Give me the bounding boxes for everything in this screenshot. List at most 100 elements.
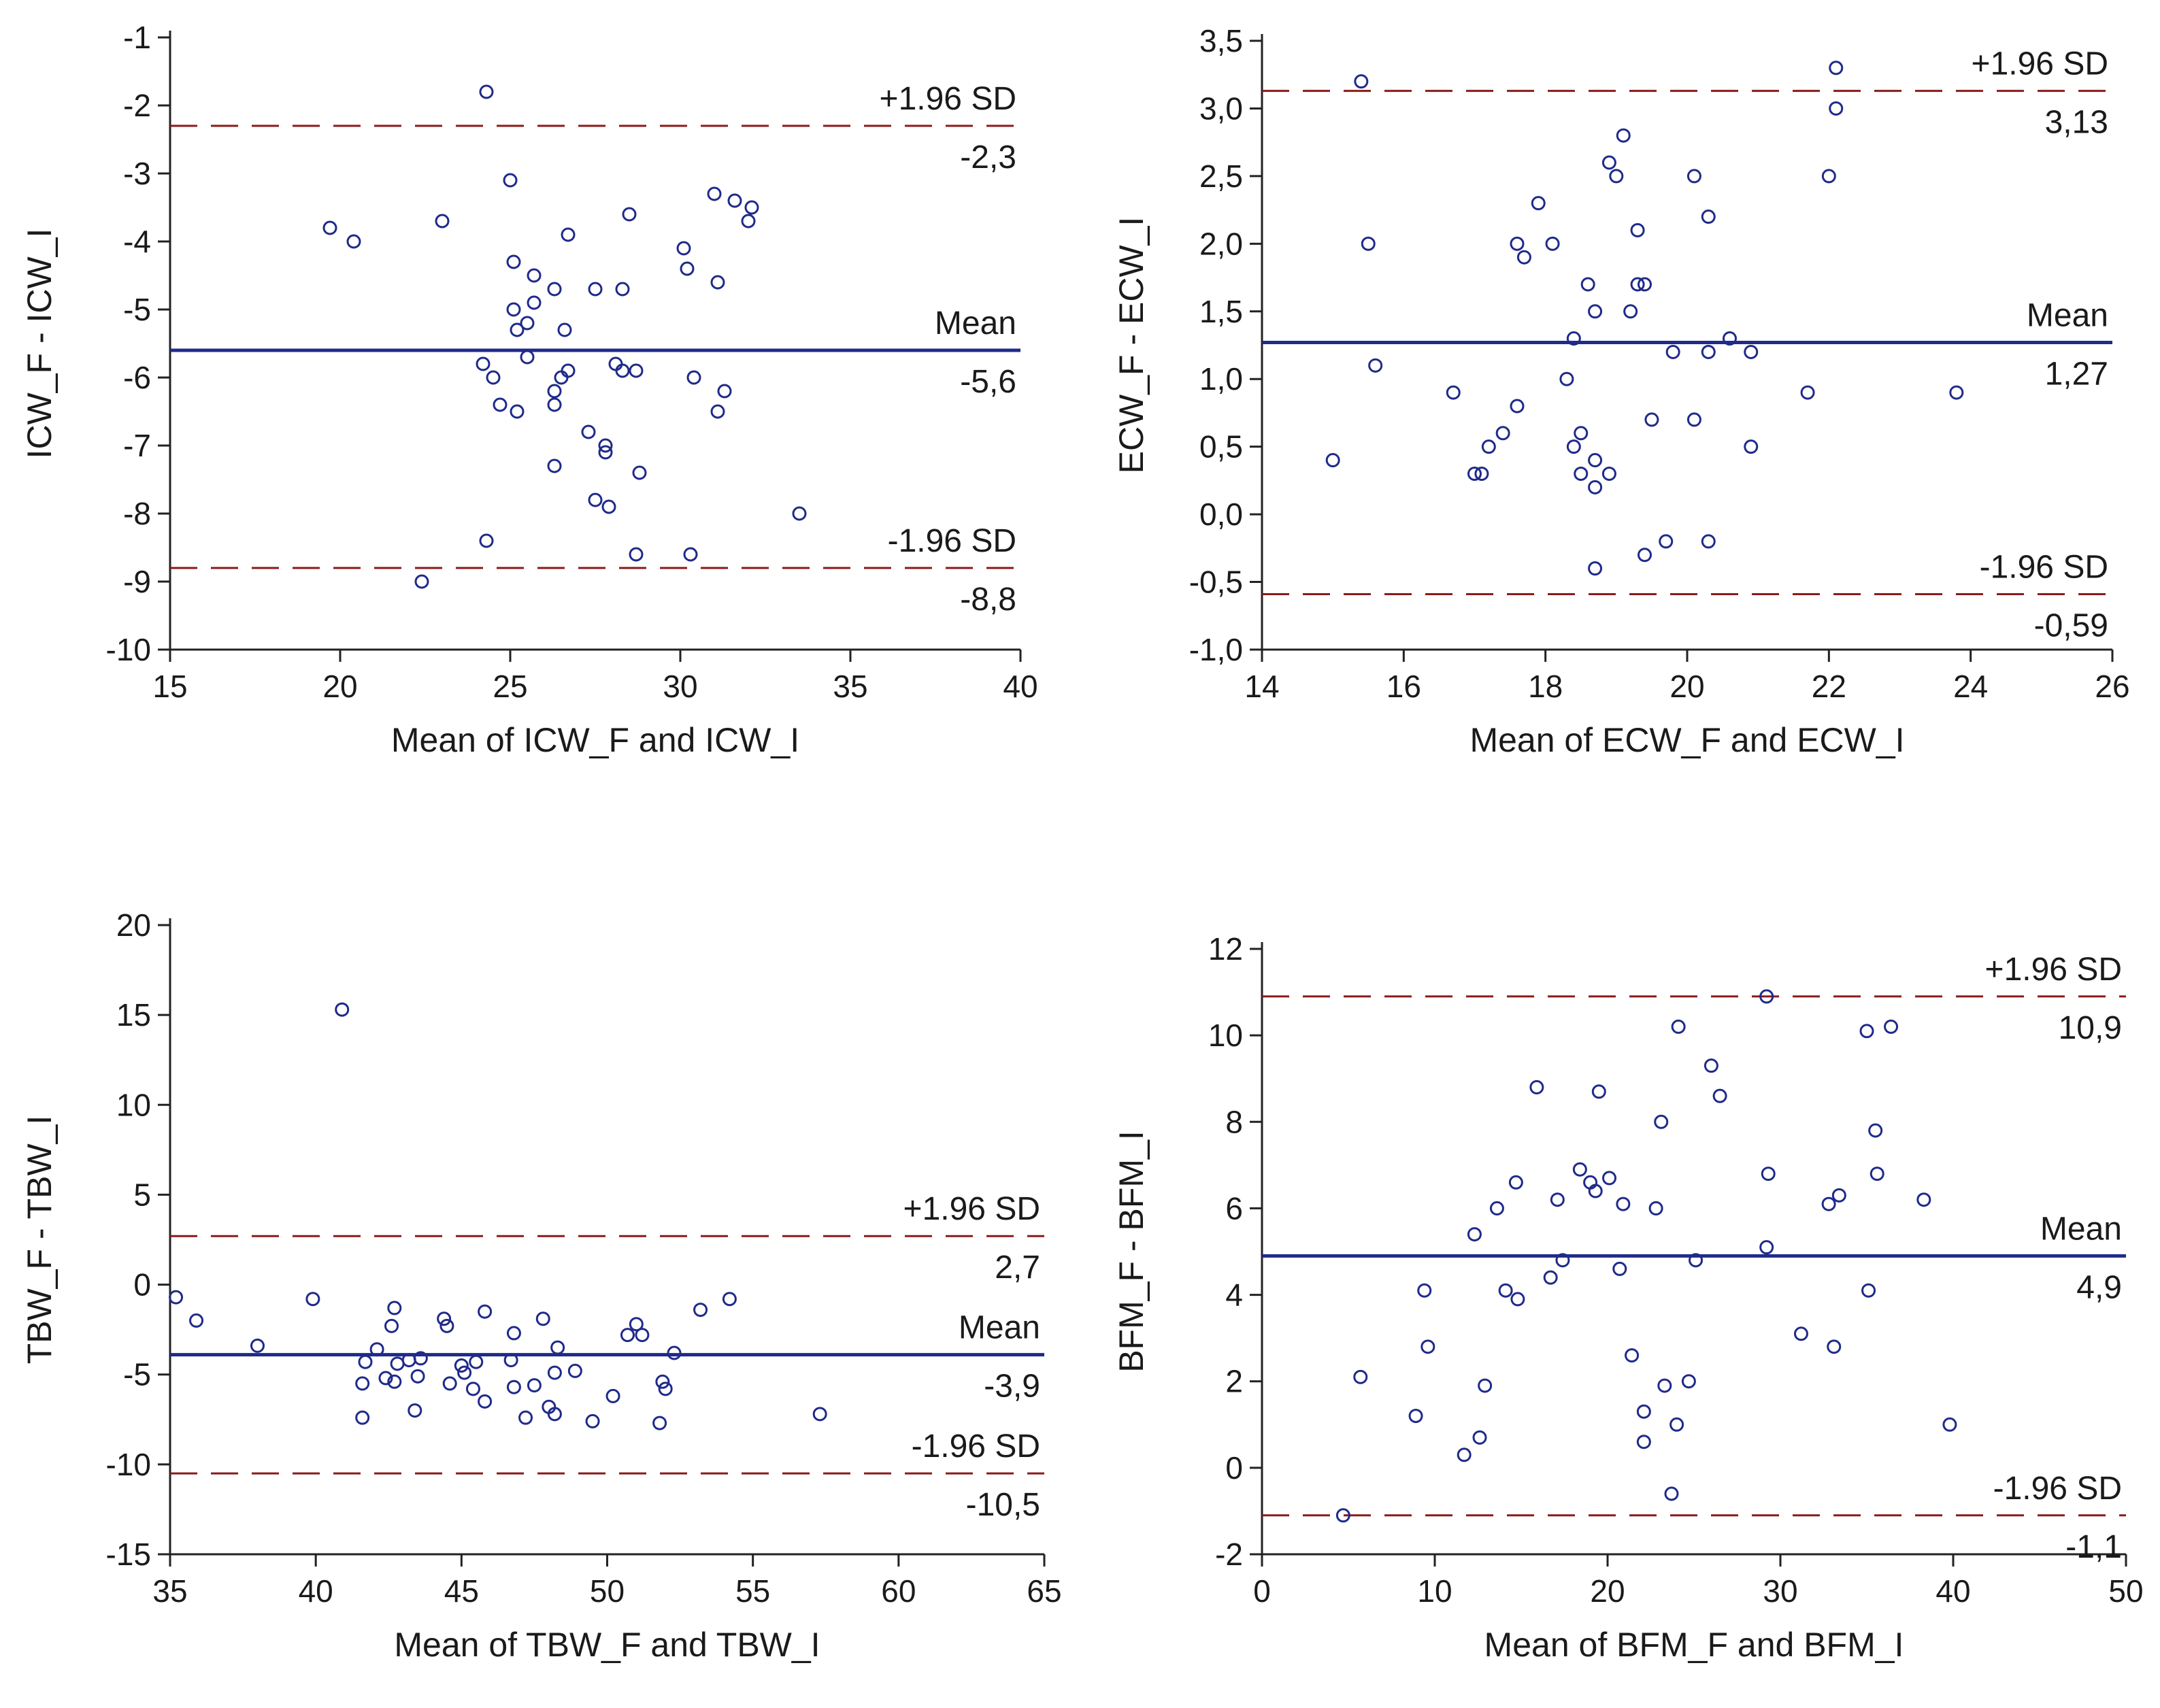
y-tick-label: 10 — [1208, 1018, 1243, 1053]
data-point — [335, 1002, 350, 1017]
data-point — [1712, 1088, 1727, 1103]
data-point — [1759, 1240, 1774, 1255]
data-point — [1543, 1270, 1558, 1285]
data-point — [601, 499, 616, 514]
data-point — [506, 254, 521, 269]
data-point — [322, 220, 337, 235]
data-point — [547, 384, 562, 399]
upper-limit-label: +1.96 SD — [903, 1191, 1040, 1227]
data-point — [1681, 1374, 1696, 1389]
data-point — [1625, 1348, 1640, 1363]
data-point — [520, 350, 535, 365]
mean-value: 4,9 — [2076, 1269, 2122, 1305]
data-point — [1648, 1201, 1663, 1216]
data-point — [1478, 1378, 1493, 1393]
x-tick-label: 22 — [1812, 669, 1846, 704]
data-point — [1870, 1167, 1884, 1182]
x-tick-label: 14 — [1244, 669, 1279, 704]
data-point — [478, 1394, 493, 1409]
data-point — [1588, 561, 1603, 576]
upper-limit-value: 2,7 — [995, 1250, 1040, 1286]
y-tick-label: -10 — [106, 632, 151, 667]
data-point — [493, 397, 508, 412]
data-point — [1368, 358, 1383, 373]
y-tick-label: 0 — [1225, 1450, 1243, 1486]
y-tick-label: 15 — [116, 997, 151, 1033]
data-point — [414, 574, 429, 589]
y-tick-label: 2 — [1225, 1364, 1243, 1399]
data-point — [1759, 989, 1774, 1004]
data-point — [655, 1374, 670, 1389]
data-point — [744, 200, 759, 215]
data-point — [413, 1351, 428, 1366]
data-point — [1417, 1283, 1432, 1298]
x-tick-label: 30 — [1763, 1573, 1797, 1609]
data-point — [1744, 344, 1759, 359]
data-point — [369, 1342, 384, 1357]
data-point — [547, 458, 562, 473]
data-point — [486, 370, 501, 385]
data-point — [1550, 1192, 1565, 1207]
data-point — [1665, 344, 1680, 359]
y-tick-label: -6 — [123, 360, 151, 395]
data-point — [1498, 1283, 1513, 1298]
upper-limit-value: 3,13 — [2045, 105, 2108, 141]
y-tick-label: 6 — [1225, 1190, 1243, 1226]
y-tick-label: 10 — [116, 1087, 151, 1122]
data-point — [1644, 412, 1659, 427]
data-point — [557, 322, 572, 337]
y-tick-label: -2 — [123, 88, 151, 123]
lower-limit-label: -1.96 SD — [1993, 1471, 2122, 1507]
y-tick-label: -0,5 — [1189, 565, 1243, 600]
data-point — [390, 1356, 405, 1371]
mean-value: 1,27 — [2045, 356, 2108, 392]
data-point — [1861, 1283, 1876, 1298]
data-point — [792, 506, 807, 521]
data-point — [476, 356, 491, 371]
lower-limit-value: -0,59 — [2034, 607, 2108, 643]
data-point — [1949, 385, 1964, 400]
y-tick-label: -1,0 — [1189, 632, 1243, 667]
x-tick-label: 30 — [663, 669, 697, 704]
data-point — [503, 173, 518, 188]
data-point — [1335, 1508, 1350, 1523]
data-point — [547, 397, 562, 412]
data-point — [741, 214, 756, 229]
x-tick-label: 50 — [590, 1573, 625, 1609]
data-point — [1859, 1024, 1874, 1039]
data-point — [1545, 236, 1560, 251]
data-point — [632, 465, 647, 480]
data-point — [478, 1304, 493, 1319]
data-point — [1474, 466, 1489, 481]
data-point — [506, 302, 521, 317]
data-point — [408, 1403, 422, 1418]
data-point — [1701, 534, 1716, 549]
data-point — [535, 1311, 550, 1326]
data-point — [479, 84, 494, 99]
data-point — [683, 547, 698, 562]
data-point — [629, 1317, 644, 1332]
data-point — [1580, 277, 1595, 292]
data-point — [1602, 1171, 1617, 1186]
data-point — [435, 214, 450, 229]
data-point — [1829, 61, 1844, 76]
data-point — [707, 186, 722, 201]
upper-limit-label: +1.96 SD — [880, 81, 1016, 117]
data-point — [1566, 439, 1581, 454]
data-point — [1800, 385, 1815, 400]
data-point — [629, 547, 644, 562]
y-tick-label: 1,0 — [1199, 361, 1243, 397]
data-point — [1884, 1019, 1899, 1034]
data-point — [1761, 1167, 1776, 1182]
y-tick-label: -3 — [123, 156, 151, 191]
data-point — [1588, 1184, 1603, 1199]
y-tick-label: -5 — [123, 1357, 151, 1392]
data-point — [812, 1407, 827, 1422]
data-point — [717, 384, 732, 399]
data-point — [442, 1376, 457, 1391]
data-point — [1701, 344, 1716, 359]
data-point — [561, 227, 576, 242]
mean-value: -3,9 — [984, 1369, 1040, 1405]
